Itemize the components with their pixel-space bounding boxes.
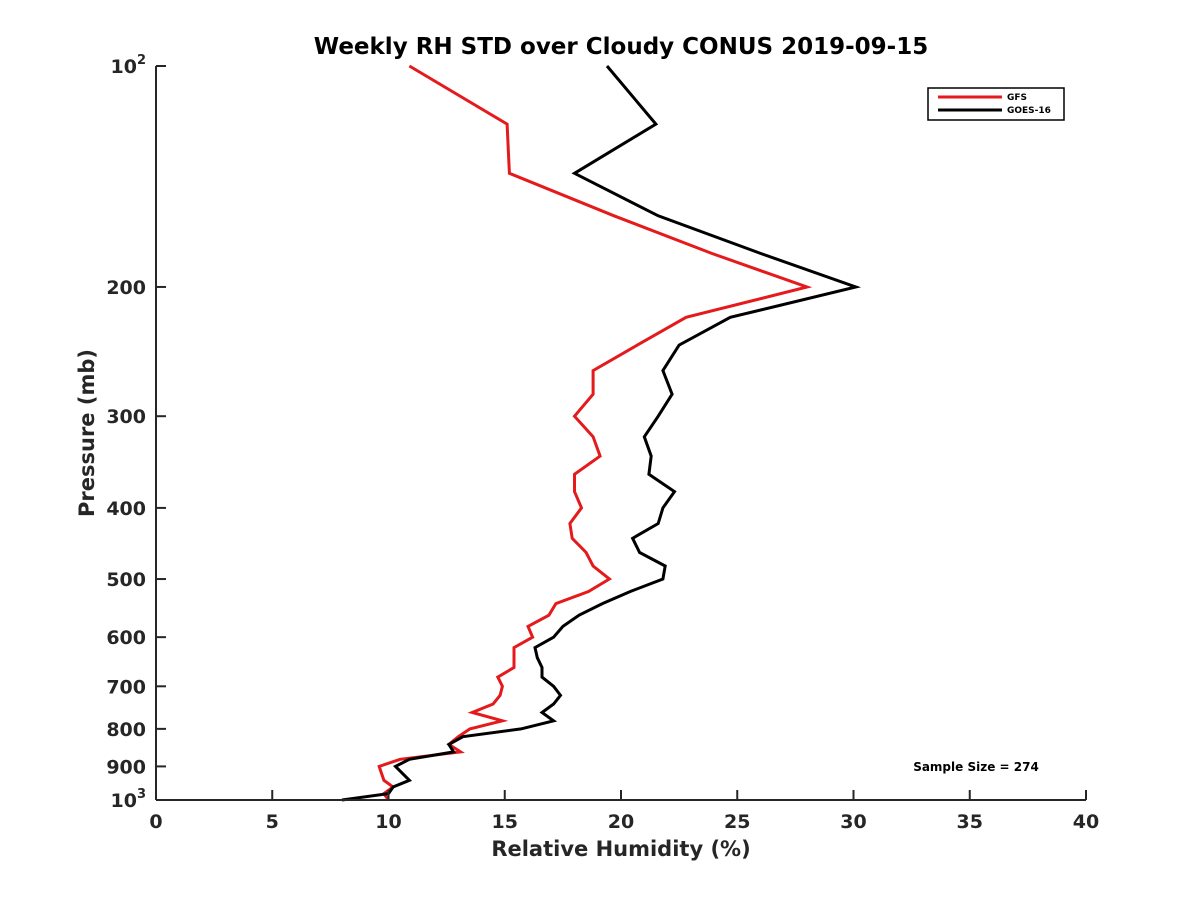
y-tick-label: 102	[111, 53, 147, 78]
x-tick-label: 30	[840, 811, 866, 833]
y-tick-label: 800	[106, 719, 146, 741]
x-axis-label: Relative Humidity (%)	[491, 837, 750, 861]
series-layer	[341, 64, 862, 802]
x-tick-label: 25	[724, 811, 750, 833]
series-line-gfs	[377, 64, 813, 801]
legend-label-goes16: GOES-16	[1007, 106, 1051, 116]
y-tick-label: 900	[106, 756, 146, 778]
y-ticks: 102 200 300 400 500 600 700 800 900 103	[106, 53, 166, 812]
axes	[155, 66, 1086, 801]
y-tick-label: 500	[106, 569, 146, 591]
x-ticks: 0 5 10 15 20 25 30 35 40	[149, 790, 1099, 833]
y-tick-label: 200	[106, 277, 146, 299]
chart-title: Weekly RH STD over Cloudy CONUS 2019-09-…	[314, 34, 928, 60]
x-tick-label: 0	[149, 811, 162, 833]
x-tick-label: 15	[492, 811, 518, 833]
y-axis-label: Pressure (mb)	[75, 349, 99, 517]
sample-size-annotation: Sample Size = 274	[913, 760, 1039, 774]
x-tick-label: 40	[1073, 811, 1099, 833]
x-tick-label: 20	[608, 811, 634, 833]
legend-label-gfs: GFS	[1007, 93, 1027, 103]
y-tick-label: 600	[106, 627, 146, 649]
legend-box	[927, 87, 1065, 121]
x-tick-label: 35	[957, 811, 983, 833]
series-line-goes16	[341, 65, 862, 802]
y-tick-label: 700	[106, 676, 146, 698]
x-tick-label: 5	[266, 811, 279, 833]
x-tick-label: 10	[375, 811, 401, 833]
legend: GFS GOES-16	[927, 87, 1065, 121]
y-tick-label: 400	[106, 498, 146, 520]
y-tick-label: 300	[106, 406, 146, 428]
y-tick-label: 103	[111, 787, 147, 812]
